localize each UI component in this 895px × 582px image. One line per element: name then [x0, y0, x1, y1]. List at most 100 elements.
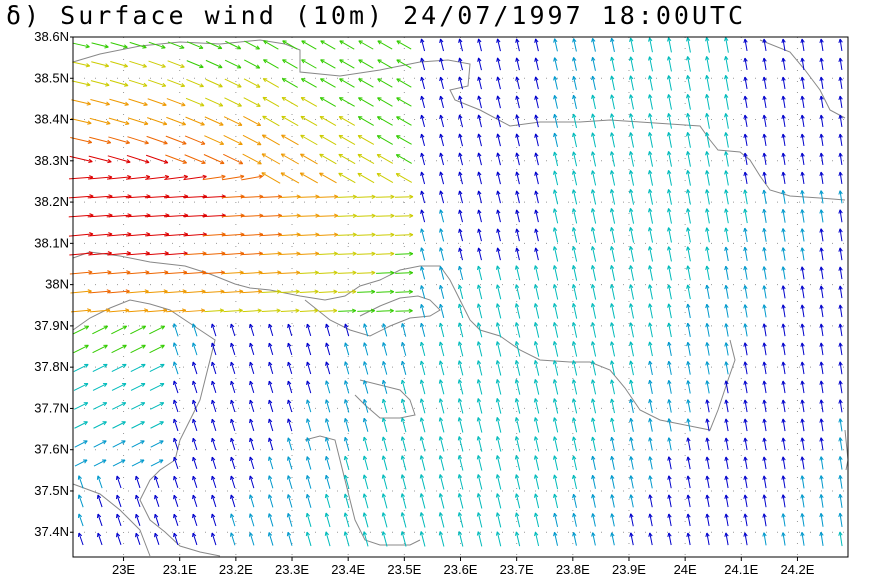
wind-arrow: [533, 303, 540, 319]
wind-arrow: [686, 56, 691, 72]
wind-arrow: [590, 246, 597, 262]
wind-arrow: [705, 94, 710, 110]
wind-arrow: [781, 95, 786, 109]
wind-arrow: [552, 189, 559, 205]
wind-arrow: [800, 399, 805, 413]
wind-arrow: [420, 266, 426, 280]
wind-arrow: [667, 341, 672, 357]
wind-arrow: [203, 289, 225, 294]
wind-arrow: [400, 379, 407, 395]
wind-arrow: [762, 189, 767, 205]
wind-arrow: [173, 418, 179, 432]
wind-arrow: [705, 56, 710, 72]
wind-arrow: [495, 303, 502, 319]
wind-arrow: [743, 152, 748, 166]
wind-arrow: [591, 436, 596, 452]
wind-arrow: [477, 133, 482, 147]
wind-arrow: [93, 459, 107, 467]
wind-arrow: [628, 246, 635, 262]
wind-arrow: [724, 342, 729, 356]
wind-arrow: [173, 494, 179, 507]
wind-arrow: [375, 251, 395, 256]
wind-arrow: [457, 417, 464, 433]
wind-arrow: [496, 38, 501, 52]
wind-arrow: [819, 57, 824, 71]
wind-arrow: [74, 459, 88, 467]
wind-arrow: [249, 323, 255, 337]
wind-arrow: [396, 97, 412, 107]
wind-arrow: [628, 208, 635, 224]
wind-arrow: [553, 132, 559, 147]
wind-arrow: [420, 304, 426, 318]
wind-arrow: [438, 303, 445, 318]
lon-label: 24.2E: [780, 562, 814, 577]
wind-arrow: [514, 265, 521, 281]
wind-arrow: [591, 113, 597, 129]
wind-arrow: [287, 437, 293, 451]
wind-arrow: [762, 266, 767, 280]
wind-arrow: [419, 436, 426, 452]
wind-arrow: [629, 475, 634, 489]
wind-arrow: [205, 59, 223, 69]
wind-arrow: [318, 232, 339, 237]
wind-arrow: [324, 474, 331, 489]
wind-arrow: [800, 95, 805, 109]
wind-arrow: [629, 360, 634, 376]
wind-arrow: [438, 455, 445, 471]
wind-arrow: [396, 78, 412, 88]
wind-arrow: [325, 399, 331, 413]
wind-arrow: [381, 474, 388, 490]
wind-arrow: [705, 418, 710, 432]
wind-arrow: [514, 493, 521, 509]
wind-arrow: [743, 418, 748, 432]
wind-arrow: [108, 136, 130, 145]
wind-arrow: [724, 456, 729, 470]
wind-arrow: [496, 76, 501, 90]
wind-arrow: [382, 323, 388, 337]
wind-arrow: [495, 341, 502, 357]
wind-arrow: [724, 113, 729, 129]
wind-arrow: [358, 40, 374, 50]
wind-arrow: [533, 322, 540, 338]
wind-arrow: [648, 37, 653, 53]
wind-arrow: [552, 246, 559, 262]
wind-arrow: [476, 284, 483, 300]
wind-arrow: [800, 152, 805, 166]
wind-arrow: [202, 174, 226, 181]
lat-label: 37.6N: [34, 442, 69, 457]
wind-arrow: [514, 398, 521, 414]
wind-arrow: [705, 151, 710, 167]
wind-arrow: [705, 170, 710, 186]
wind-arrow: [495, 379, 502, 395]
wind-arrow: [819, 531, 824, 546]
wind-arrow: [705, 132, 710, 148]
wind-arrow: [667, 37, 672, 53]
wind-arrow: [838, 266, 843, 280]
wind-arrow: [375, 213, 395, 219]
wind-arrow: [154, 532, 160, 545]
wind-arrow: [819, 171, 824, 185]
wind-arrow: [205, 78, 223, 88]
wind-arrow: [781, 228, 786, 242]
wind-arrow: [800, 247, 805, 261]
wind-arrow: [838, 114, 843, 128]
wind-arrow: [800, 494, 805, 508]
wind-arrow: [458, 152, 464, 166]
wind-arrow: [298, 194, 320, 199]
wind-arrow: [686, 475, 691, 489]
wind-arrow: [242, 153, 262, 165]
wind-arrow: [112, 421, 126, 429]
wind-arrow: [610, 436, 615, 451]
wind-arrow: [166, 116, 187, 126]
wind-arrow: [268, 456, 274, 470]
lat-label: 38.6N: [34, 29, 69, 44]
wind-arrow: [781, 38, 786, 52]
wind-arrow: [325, 342, 331, 356]
wind-arrow: [287, 456, 293, 470]
wind-arrow: [496, 152, 501, 166]
wind-arrow: [743, 399, 748, 413]
wind-arrow: [552, 322, 559, 338]
wind-arrow: [819, 418, 824, 432]
wind-arrow: [93, 402, 108, 410]
wind-arrow: [165, 135, 187, 145]
